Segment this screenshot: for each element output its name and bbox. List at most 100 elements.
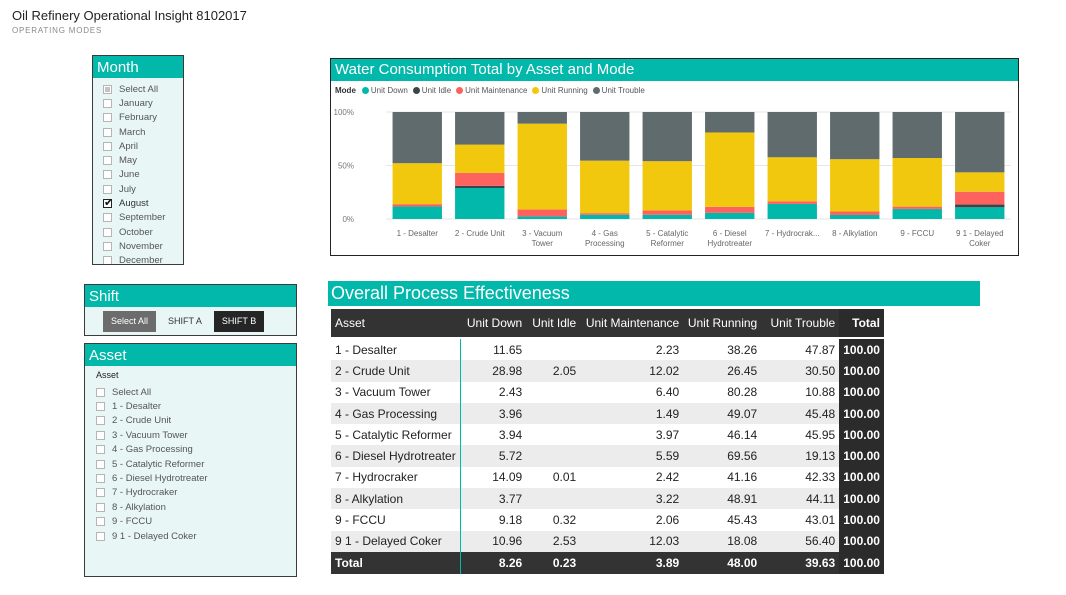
month-item[interactable]: May: [103, 153, 183, 167]
bar-segment[interactable]: [517, 123, 567, 210]
checkbox-icon[interactable]: [103, 127, 112, 137]
bar-segment[interactable]: [955, 191, 1005, 205]
column-header[interactable]: Unit Maintenance: [580, 309, 684, 337]
asset-item[interactable]: 8 - Alkylation: [96, 500, 296, 514]
asset-item[interactable]: 6 - Diesel Hydrotreater: [96, 471, 296, 485]
bar-segment[interactable]: [767, 201, 817, 204]
column-header[interactable]: Asset: [331, 309, 461, 337]
bar-segment[interactable]: [892, 112, 942, 159]
checkbox-icon[interactable]: [96, 474, 105, 484]
bar-segment[interactable]: [580, 112, 630, 161]
bar-segment[interactable]: [455, 172, 505, 186]
bar-segment[interactable]: [705, 132, 755, 207]
asset-item[interactable]: 2 - Crude Unit: [96, 414, 296, 428]
checkbox-icon[interactable]: [96, 387, 105, 397]
bar-segment[interactable]: [517, 216, 567, 219]
checkbox-icon[interactable]: [103, 241, 112, 251]
checkbox-icon[interactable]: [96, 531, 105, 541]
legend-item[interactable]: Unit Trouble: [592, 86, 645, 95]
bar-segment[interactable]: [705, 212, 755, 219]
month-item[interactable]: April: [103, 139, 183, 153]
shift-button[interactable]: SHIFT B: [213, 311, 265, 332]
bar-segment[interactable]: [830, 112, 880, 160]
bar-segment[interactable]: [580, 160, 630, 214]
bar-segment[interactable]: [892, 209, 942, 219]
table-row[interactable]: 2 - Crude Unit 28.98 2.05 12.02 26.45 30.50 10…: [331, 360, 884, 382]
legend-item[interactable]: Unit Idle: [412, 86, 451, 95]
bar-segment[interactable]: [830, 159, 880, 212]
table-row[interactable]: 5 - Catalytic Reformer 3.94 3.97 46.14 45.95…: [331, 424, 884, 446]
bar-segment[interactable]: [455, 144, 505, 173]
table-row[interactable]: 7 - Hydrocraker 14.09 0.01 2.42 41.16 42.33 10…: [331, 466, 884, 489]
month-item[interactable]: December: [103, 254, 183, 264]
month-item[interactable]: June: [103, 168, 183, 182]
checkbox-icon[interactable]: [103, 196, 113, 209]
bar-segment[interactable]: [955, 112, 1005, 173]
bar-segment[interactable]: [517, 209, 567, 217]
checkbox-icon[interactable]: [96, 402, 105, 412]
checkbox-icon[interactable]: [96, 459, 105, 469]
column-header[interactable]: Unit Running: [683, 309, 762, 337]
month-item[interactable]: August: [103, 196, 183, 210]
bar-segment[interactable]: [830, 211, 880, 215]
column-header[interactable]: Unit Trouble: [761, 309, 840, 337]
asset-item[interactable]: Select All: [96, 385, 296, 399]
table-row[interactable]: 3 - Vacuum Tower 2.43 6.40 80.28 10.88 100.00: [331, 381, 884, 403]
bar-segment[interactable]: [392, 204, 442, 207]
table-row[interactable]: 9 1 - Delayed Coker 10.96 2.53 12.03 18.08 56…: [331, 530, 884, 552]
checkbox-icon[interactable]: [103, 141, 112, 151]
bar-segment[interactable]: [455, 185, 505, 188]
legend-item[interactable]: Unit Down: [361, 86, 408, 95]
bar-segment[interactable]: [767, 157, 817, 202]
checkbox-icon[interactable]: [103, 113, 112, 123]
checkbox-icon[interactable]: [103, 227, 112, 237]
month-item[interactable]: January: [103, 96, 183, 110]
checkbox-icon[interactable]: [103, 98, 112, 108]
bar-segment[interactable]: [642, 161, 692, 211]
month-item[interactable]: September: [103, 211, 183, 225]
asset-item[interactable]: 7 - Hydrocraker: [96, 486, 296, 500]
bar-segment[interactable]: [517, 112, 567, 124]
bar-segment[interactable]: [580, 213, 630, 215]
asset-slicer-list[interactable]: Select All 1 - Desalter 2 - Crude Unit 3 - …: [85, 383, 296, 543]
checkbox-icon[interactable]: [103, 170, 112, 180]
column-header[interactable]: Total: [839, 309, 884, 337]
bar-segment[interactable]: [642, 112, 692, 162]
bar-segment[interactable]: [642, 214, 692, 219]
table-row[interactable]: 6 - Diesel Hydrotreater 5.72 5.59 69.56 19.1…: [331, 445, 884, 467]
legend-item[interactable]: Unit Running: [532, 86, 588, 95]
bar-segment[interactable]: [705, 112, 755, 133]
bar-segment[interactable]: [580, 214, 630, 219]
bar-segment[interactable]: [892, 158, 942, 207]
column-header[interactable]: Unit Down: [460, 309, 527, 337]
bar-segment[interactable]: [455, 187, 505, 219]
table-row[interactable]: 9 - FCCU 9.18 0.32 2.06 45.43 43.01 100.00: [331, 509, 884, 531]
bar-segment[interactable]: [892, 206, 942, 209]
month-item[interactable]: October: [103, 225, 183, 239]
legend-item[interactable]: Unit Maintenance: [456, 86, 527, 95]
asset-item[interactable]: 4 - Gas Processing: [96, 443, 296, 457]
bar-segment[interactable]: [955, 204, 1005, 208]
checkbox-icon[interactable]: [103, 156, 112, 166]
month-item[interactable]: March: [103, 125, 183, 139]
checkbox-icon[interactable]: [96, 488, 105, 498]
shift-button[interactable]: Select All: [103, 311, 157, 332]
month-slicer-list[interactable]: Select All January February March April May Ju…: [93, 78, 183, 264]
bar-segment[interactable]: [955, 172, 1005, 192]
bar-segment[interactable]: [455, 112, 505, 145]
bar-segment[interactable]: [392, 206, 442, 219]
asset-item[interactable]: 1 - Desalter: [96, 399, 296, 413]
checkbox-icon[interactable]: [103, 213, 112, 223]
column-header[interactable]: Unit Idle: [526, 309, 581, 337]
asset-item[interactable]: 3 - Vacuum Tower: [96, 428, 296, 442]
checkbox-icon[interactable]: [103, 84, 112, 94]
asset-item[interactable]: 9 1 - Delayed Coker: [96, 529, 296, 543]
bar-segment[interactable]: [392, 163, 442, 205]
checkbox-icon[interactable]: [96, 445, 105, 455]
bar-segment[interactable]: [642, 210, 692, 215]
checkbox-icon[interactable]: [96, 502, 105, 512]
checkbox-icon[interactable]: [96, 416, 105, 426]
asset-item[interactable]: 9 - FCCU: [96, 515, 296, 529]
bar-segment[interactable]: [955, 207, 1005, 219]
bar-segment[interactable]: [392, 112, 442, 164]
